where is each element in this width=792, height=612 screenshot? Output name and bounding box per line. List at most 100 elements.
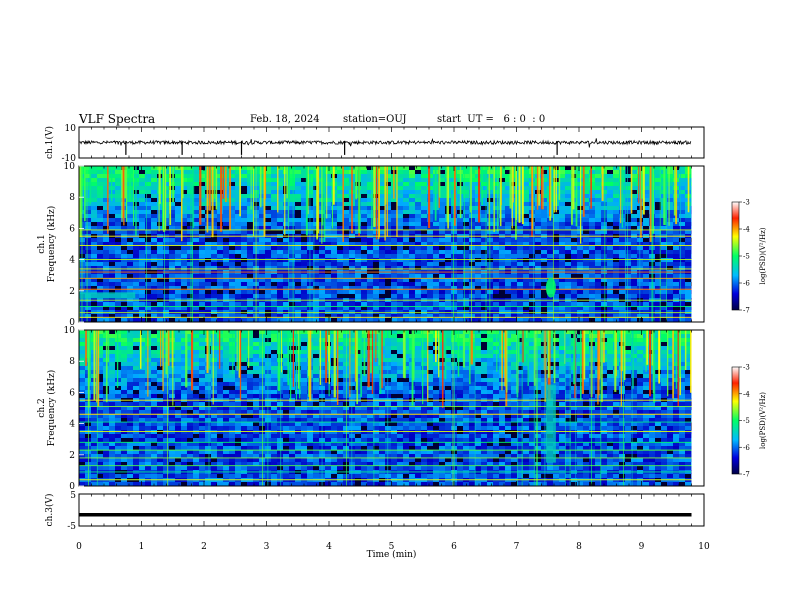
spec1-cell — [223, 214, 230, 219]
spec2-cell — [133, 342, 140, 347]
spec1-cell — [277, 190, 284, 195]
spec2-cell — [523, 342, 530, 347]
spec1-cell — [505, 306, 512, 311]
spec1-cell — [301, 254, 308, 259]
spec1-cell — [433, 258, 440, 263]
spec1-cell — [499, 266, 506, 271]
spec1-cell — [415, 302, 422, 307]
spec1-cell — [613, 218, 620, 223]
spec1-cell — [199, 262, 206, 267]
spec1-cell — [229, 218, 236, 223]
spec1-cell — [367, 186, 374, 191]
spec1-cell — [175, 250, 182, 255]
spec2-cell — [367, 350, 374, 355]
spec1-cell — [607, 318, 614, 323]
spec1-cell — [217, 318, 224, 323]
spec1-cell — [589, 294, 596, 299]
spec1-cell — [85, 202, 92, 207]
spec1-cell — [631, 258, 638, 263]
spec1-cell — [151, 226, 158, 231]
spec1-cell — [151, 230, 158, 235]
spec1-cell — [469, 286, 476, 291]
spec1-cell — [367, 258, 374, 263]
spec1-cell — [325, 222, 332, 227]
spec1-cell — [607, 214, 614, 219]
spec1-cell — [109, 310, 116, 315]
spec1-cell — [499, 222, 506, 227]
spec1-cell — [685, 250, 692, 255]
spec1-sferic — [225, 166, 227, 203]
spec1-cell — [385, 214, 392, 219]
spec1-cell — [583, 198, 590, 203]
spec1-cell — [367, 210, 374, 215]
spec1-cell — [493, 166, 500, 171]
spec1-cell — [439, 174, 446, 179]
spec1-cell — [247, 266, 254, 271]
spec1-cell — [451, 282, 458, 287]
spec1-cell — [421, 214, 428, 219]
spec1-cell — [319, 310, 326, 315]
spec1-cell — [367, 314, 374, 319]
spec1-cell — [85, 278, 92, 283]
spec2-cell — [583, 334, 590, 339]
spec1-cell — [409, 170, 416, 175]
spec1-cell — [121, 302, 128, 307]
spec1-cell — [625, 306, 632, 311]
spec1-cell — [499, 310, 506, 315]
spec1-cell — [505, 170, 512, 175]
spec1-cell — [247, 218, 254, 223]
spec1-cell — [379, 238, 386, 243]
spec2-cell — [247, 338, 254, 343]
spec1-cell — [325, 278, 332, 283]
spec1-cell — [511, 286, 518, 291]
spec1-cell — [205, 310, 212, 315]
spec1-cell — [601, 282, 608, 287]
spec1-sferic — [601, 166, 604, 201]
spec1-cell — [283, 214, 290, 219]
spec1-cell — [385, 206, 392, 211]
spec1-cell — [319, 254, 326, 259]
spec1-cell — [613, 258, 620, 263]
spec1-cell — [175, 210, 182, 215]
spec1-cell — [139, 194, 146, 199]
spec1-cell — [661, 318, 668, 323]
date-label: Feb. 18, 2024 — [250, 114, 320, 125]
spec1-cell — [523, 182, 530, 187]
spec1-cell — [619, 306, 626, 311]
spec1-cell — [673, 294, 680, 299]
spec1-cell — [685, 254, 692, 259]
spec1-cell — [211, 230, 218, 235]
spec1-cell — [145, 222, 152, 227]
spec1-cell — [511, 278, 518, 283]
spec1-cell — [115, 290, 122, 295]
spec1-cell — [247, 242, 254, 247]
spec1-cell — [349, 254, 356, 259]
spec1-cell — [667, 230, 674, 235]
spec1-cell — [313, 290, 320, 295]
spec1-cell — [385, 222, 392, 227]
spec1-cell — [187, 186, 194, 191]
spec1-cell — [403, 222, 410, 227]
spec1-cell — [625, 246, 632, 251]
spec1-cell — [685, 318, 692, 323]
spec1-cell — [223, 294, 230, 299]
spec1-cell — [421, 186, 428, 191]
spec1-cell — [139, 258, 146, 263]
spec1-cell — [289, 290, 296, 295]
spec1-cell — [223, 306, 230, 311]
spec1-cell — [91, 182, 98, 187]
spec2-cell — [109, 338, 116, 343]
spec2-cell — [247, 350, 254, 355]
spec1-cell — [655, 306, 662, 311]
spec1-cell — [619, 250, 626, 255]
spec1-cell — [271, 286, 278, 291]
spec1-cell — [679, 202, 686, 207]
spec1-cell — [661, 262, 668, 267]
spec1-cell — [397, 306, 404, 311]
spec1-cell — [451, 254, 458, 259]
spec1-cell — [565, 282, 572, 287]
spec1-cell — [505, 238, 512, 243]
spec1-cell — [151, 206, 158, 211]
spec2-cell — [475, 342, 482, 347]
spec1-cell — [421, 230, 428, 235]
